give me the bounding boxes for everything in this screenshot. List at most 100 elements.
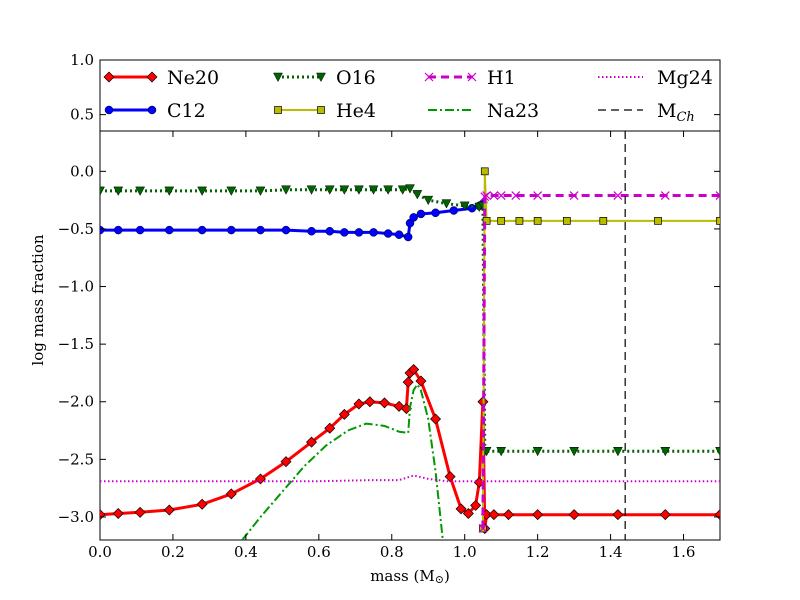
y-tick-label: 0.5 bbox=[70, 106, 94, 124]
data-point-o16 bbox=[715, 447, 720, 457]
data-point-o16 bbox=[397, 185, 408, 195]
data-point-c12 bbox=[354, 228, 364, 237]
series-na23 bbox=[241, 383, 444, 540]
data-point-o16 bbox=[532, 447, 543, 457]
legend-marker bbox=[316, 72, 326, 83]
data-point-c12 bbox=[369, 228, 378, 237]
data-point-h1 bbox=[613, 191, 623, 200]
legend-label: Mg24 bbox=[657, 67, 713, 89]
data-point-ne20 bbox=[455, 503, 467, 515]
legend-panel bbox=[99, 59, 721, 132]
legend-marker bbox=[467, 72, 477, 82]
y-axis-label: log mass fraction bbox=[29, 234, 47, 365]
data-point-ne20 bbox=[306, 436, 318, 448]
data-point-h1 bbox=[489, 191, 499, 200]
data-point-o16 bbox=[423, 195, 434, 206]
legend-marker bbox=[103, 71, 115, 83]
data-point-c12 bbox=[256, 225, 265, 235]
data-point-o16 bbox=[100, 186, 105, 196]
data-point-c12 bbox=[135, 225, 145, 235]
data-point-he4 bbox=[515, 217, 524, 225]
legend-item-o16: O16 bbox=[273, 67, 376, 89]
data-point-o16 bbox=[197, 186, 208, 196]
legend-item-he4: He4 bbox=[274, 100, 376, 122]
series-c12 bbox=[100, 199, 488, 242]
data-point-c12 bbox=[281, 225, 291, 235]
data-point-c12 bbox=[394, 230, 404, 239]
data-point-o16 bbox=[441, 199, 452, 209]
x-tick-label: 1.2 bbox=[526, 543, 550, 561]
data-point-ne20 bbox=[430, 413, 442, 425]
data-point-ne20 bbox=[134, 506, 146, 518]
x-axis-label-close: ) bbox=[444, 567, 450, 585]
legend-item-na23: Na23 bbox=[428, 100, 539, 122]
data-point-he4 bbox=[599, 217, 608, 225]
data-point-o16 bbox=[135, 186, 146, 196]
data-point-o16 bbox=[383, 185, 394, 195]
data-point-o16 bbox=[368, 185, 379, 195]
data-point-ne20 bbox=[338, 408, 350, 420]
legend-panel-frame bbox=[99, 59, 721, 132]
data-point-ne20 bbox=[163, 504, 175, 516]
data-point-o16 bbox=[306, 185, 317, 195]
data-point-o16 bbox=[339, 185, 350, 195]
data-point-c12 bbox=[165, 225, 174, 235]
data-point-he4 bbox=[562, 217, 571, 225]
data-point-ne20 bbox=[532, 509, 544, 521]
x-axis-label-text: mass (M bbox=[370, 567, 435, 585]
legend-item-mch: MCh bbox=[598, 100, 695, 125]
legend-label: Ne20 bbox=[167, 67, 219, 89]
data-point-h1 bbox=[533, 191, 543, 200]
data-point-he4 bbox=[533, 217, 542, 225]
data-point-o16 bbox=[660, 447, 671, 457]
data-point-c12 bbox=[113, 225, 123, 235]
data-point-o16 bbox=[459, 201, 470, 211]
series-h1 bbox=[478, 191, 720, 533]
data-point-ne20 bbox=[444, 471, 456, 483]
data-point-c12 bbox=[416, 209, 426, 219]
data-point-c12 bbox=[100, 225, 105, 235]
data-point-ne20 bbox=[364, 396, 376, 408]
legend-marker bbox=[424, 72, 434, 82]
data-point-h1 bbox=[482, 191, 492, 200]
legend-marker bbox=[146, 71, 158, 83]
data-point-ne20 bbox=[462, 508, 474, 519]
data-point-he4 bbox=[480, 167, 489, 176]
data-point-h1 bbox=[478, 524, 488, 533]
data-point-h1 bbox=[569, 191, 579, 200]
data-point-ne20 bbox=[488, 509, 500, 521]
data-point-ne20 bbox=[470, 499, 482, 511]
data-point-c12 bbox=[431, 208, 440, 218]
data-point-o16 bbox=[113, 186, 124, 196]
x-tick-label: 0.8 bbox=[380, 543, 404, 561]
y-tick-label: 1.0 bbox=[70, 51, 94, 69]
data-point-c12 bbox=[383, 229, 393, 238]
series-line-o16 bbox=[100, 187, 720, 453]
legend-marker bbox=[104, 105, 114, 115]
y-tick-label: −3.0 bbox=[58, 508, 94, 526]
main-panel bbox=[99, 130, 721, 541]
data-point-c12 bbox=[449, 206, 459, 215]
legend: Ne20 O16 H1 Mg24 C12 He4 Na23 MCh bbox=[103, 67, 713, 125]
legend-marker bbox=[273, 72, 283, 83]
x-axis-label-symbol: ⊙ bbox=[435, 573, 444, 586]
data-point-ne20 bbox=[112, 508, 124, 519]
data-point-o16 bbox=[281, 185, 291, 195]
data-point-c12 bbox=[409, 213, 418, 222]
data-point-he4 bbox=[497, 217, 506, 225]
data-point-ne20 bbox=[659, 509, 671, 521]
data-point-ne20 bbox=[254, 473, 266, 485]
data-point-o16 bbox=[324, 185, 335, 195]
data-point-ne20 bbox=[402, 376, 414, 388]
data-point-c12 bbox=[340, 228, 349, 237]
legend-label: O16 bbox=[336, 67, 376, 89]
data-point-ne20 bbox=[502, 509, 514, 521]
legend-marker bbox=[317, 106, 325, 114]
data-point-c12 bbox=[227, 225, 236, 235]
data-point-ne20 bbox=[408, 363, 420, 375]
y-tick-label: −0.5 bbox=[58, 220, 94, 238]
y-tick-label: 0.0 bbox=[70, 162, 94, 180]
data-point-ne20 bbox=[612, 509, 624, 521]
y-tick-label: −2.5 bbox=[58, 450, 94, 468]
